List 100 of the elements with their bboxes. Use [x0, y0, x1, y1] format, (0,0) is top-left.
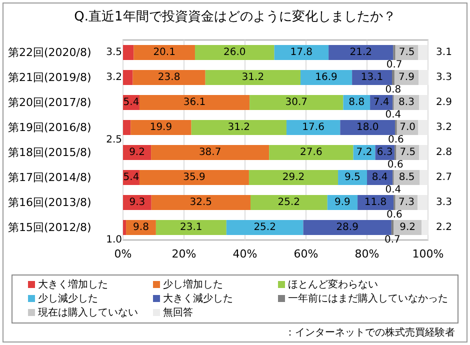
- bar: [226, 220, 304, 235]
- bar: [139, 170, 249, 185]
- data-label: 9.2: [400, 222, 416, 233]
- chart-title: Q.直近1年間で投資資金はどのように変化しましたか？: [74, 8, 396, 24]
- data-label: 5.4: [123, 97, 140, 108]
- legend-label: 大きく増加した: [38, 278, 108, 290]
- data-label: 3.5: [106, 47, 122, 58]
- data-label: 18.0: [356, 122, 379, 133]
- data-label: 0.7: [386, 60, 402, 70]
- data-label: 29.2: [282, 172, 305, 183]
- data-label: 25.2: [278, 197, 300, 208]
- x-tick-label: 60%: [294, 248, 318, 260]
- bar: [139, 95, 250, 110]
- bar: [418, 70, 429, 85]
- bar: [420, 170, 428, 185]
- data-label: 9.3: [129, 197, 146, 208]
- data-label: 1.0: [106, 234, 122, 246]
- legend-label: ほとんど変わらない: [288, 278, 378, 290]
- data-label: 17.6: [302, 122, 324, 133]
- bar: [250, 195, 328, 210]
- legend-label: 少し増加した: [163, 278, 223, 290]
- data-label: 17.8: [290, 47, 313, 58]
- bar: [123, 220, 126, 235]
- data-label: 9.8: [133, 222, 149, 233]
- data-label: 0.6: [386, 210, 402, 220]
- data-label: 0.4: [385, 110, 402, 120]
- bar: [418, 45, 428, 60]
- data-label: 2.5: [106, 134, 122, 146]
- x-tick-label: 20%: [172, 248, 196, 260]
- data-label: 2.9: [436, 97, 452, 108]
- y-tick-label: 第22回(2020/8): [8, 46, 92, 59]
- data-label: 30.7: [285, 97, 308, 108]
- bar: [419, 145, 428, 160]
- bar: [303, 220, 392, 235]
- data-label: 9.9: [334, 197, 350, 208]
- y-tick-label: 第15回(2012/8): [8, 221, 92, 234]
- bar: [340, 120, 396, 135]
- x-tick-label: 0%: [114, 248, 132, 260]
- data-label: 7.2: [356, 147, 372, 158]
- data-label: 7.4: [373, 97, 390, 108]
- data-label: 3.3: [436, 197, 452, 208]
- y-tick-label: 第17回(2014/8): [8, 171, 92, 184]
- bar: [422, 220, 428, 235]
- bar: [134, 45, 195, 60]
- bar: [123, 120, 131, 135]
- data-label: 2.8: [436, 147, 452, 158]
- data-label: 13.1: [360, 72, 384, 83]
- data-label: 2.2: [436, 222, 452, 233]
- text: ：インターネットでの株式売買経験者: [285, 326, 455, 338]
- data-label: 7.0: [400, 122, 416, 133]
- bar: [123, 70, 133, 85]
- data-label: 8.3: [398, 97, 414, 108]
- data-label: 11.8: [364, 197, 387, 208]
- data-label: 26.0: [223, 47, 246, 58]
- y-tick-label: 第20回(2017/8): [8, 96, 92, 109]
- data-label: 21.2: [350, 47, 372, 58]
- data-label: 3.2: [106, 72, 122, 83]
- data-label: 3.3: [436, 72, 452, 83]
- bar: [419, 95, 428, 110]
- bar: [418, 195, 428, 210]
- data-label: 31.2: [242, 72, 264, 83]
- bar: [191, 120, 286, 135]
- data-label: 8.4: [372, 172, 388, 183]
- y-tick-label: 第16回(2013/8): [8, 196, 92, 209]
- data-label: 7.5: [400, 147, 416, 158]
- bar: [274, 45, 329, 60]
- data-label: 36.1: [183, 97, 206, 108]
- data-label: 5.4: [123, 172, 140, 183]
- data-label: 2.7: [436, 172, 452, 183]
- data-label: 6.3: [376, 147, 393, 158]
- data-label: 0.8: [385, 84, 402, 96]
- legend-label: 大きく減少した: [163, 292, 233, 304]
- data-label: 35.9: [183, 172, 206, 183]
- data-label: 0.6: [387, 160, 404, 170]
- bar: [151, 145, 270, 160]
- y-tick-label: 第18回(2015/8): [8, 146, 92, 159]
- data-label: 0.7: [384, 234, 400, 246]
- x-tick-label: 40%: [232, 248, 258, 260]
- data-label: 9.5: [344, 172, 360, 183]
- bar: [250, 95, 344, 110]
- data-label: 3.2: [436, 122, 452, 133]
- bar: [269, 145, 354, 160]
- data-label: 16.9: [315, 72, 338, 83]
- data-label: 25.2: [254, 222, 276, 233]
- data-label: 28.9: [336, 222, 358, 233]
- bar: [248, 170, 338, 185]
- bar: [286, 120, 340, 135]
- data-label: 27.6: [300, 147, 322, 158]
- bar: [391, 220, 394, 235]
- bar: [194, 45, 274, 60]
- bar: [328, 45, 394, 60]
- bar: [205, 70, 301, 85]
- bar: [352, 70, 392, 85]
- data-label: 7.5: [398, 47, 415, 58]
- data-label: 38.7: [198, 147, 222, 158]
- bar: [123, 45, 134, 60]
- data-label: 23.8: [158, 72, 180, 83]
- y-tick-label: 第19回(2016/8): [8, 121, 92, 134]
- bar: [151, 195, 250, 210]
- data-label: 20.1: [153, 47, 176, 58]
